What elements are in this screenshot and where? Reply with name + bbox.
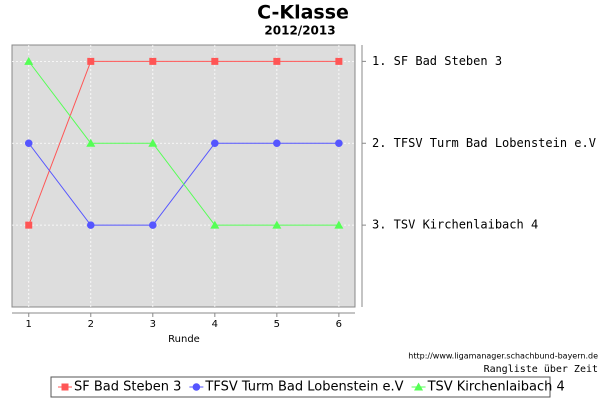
legend-label: TFSV Turm Bad Lobenstein e.V [204,380,403,395]
legend [50,376,551,398]
data-point [24,56,34,65]
data-point [335,139,343,148]
data-point [148,221,157,229]
data-point [149,57,157,65]
data-point [273,57,281,65]
chart-subtitle: 2012/2013 [264,24,335,38]
data-point [24,139,33,148]
legend-marker [192,383,201,391]
source: http://www.ligamanager.schachbund-bayern… [408,352,598,361]
x-tick-label: 5 [274,319,280,330]
legend-label: SF Bad Steben 3 [74,380,181,395]
legend-label: TSV Kirchenlaibach 4 [427,380,565,395]
data-point [87,57,95,65]
legend-marker [414,382,424,391]
x-tick-label: 2 [88,319,94,330]
chart-title: C-Klasse [257,2,349,24]
data-point [272,220,282,229]
data-point [335,57,343,65]
data-point [25,221,33,229]
x-tick-label: 3 [150,319,156,330]
data-point [86,221,95,229]
plot-area [11,44,356,308]
data-point [148,138,158,147]
data-point [211,57,219,65]
caption: Rangliste über Zeit [484,364,598,375]
data-point [334,220,344,229]
x-axis-label: Runde [168,334,200,345]
series-line [28,61,339,226]
y-tick-label: 2. TFSV Turm Bad Lobenstein e.V [372,136,596,150]
x-tick-label: 4 [212,319,218,330]
data-point [211,139,219,148]
y-tick-label: 3. TSV Kirchenlaibach 4 [372,218,538,232]
x-tick-label: 1 [26,319,32,330]
data-point [210,220,220,229]
x-tick-label: 6 [336,319,342,330]
data-point [273,139,281,148]
y-tick-label: 1. SF Bad Steben 3 [372,54,502,68]
series-line [28,60,339,226]
data-point [86,138,96,147]
legend-marker [61,383,69,391]
